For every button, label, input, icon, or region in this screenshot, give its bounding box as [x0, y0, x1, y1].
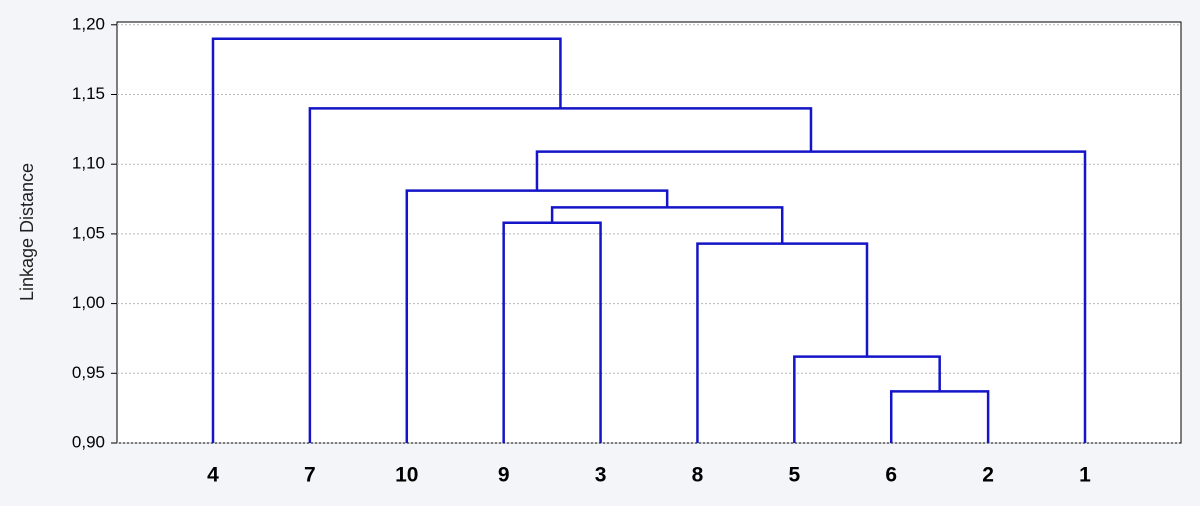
leaf-label: 7: [304, 464, 316, 487]
leaf-label: 9: [498, 464, 510, 487]
leaf-label: 6: [885, 464, 897, 487]
y-tick-label: 1,00: [72, 293, 105, 312]
y-tick-label: 1,15: [72, 84, 105, 103]
link: [793, 355, 941, 443]
leaf-label: 8: [692, 464, 704, 487]
leaf-label: 1: [1079, 464, 1091, 487]
y-tick-label: 1,10: [72, 154, 105, 173]
link: [535, 150, 1087, 443]
y-tick-label: 1,20: [72, 14, 105, 33]
leaf-label: 4: [207, 464, 219, 487]
link: [405, 189, 669, 443]
y-tick-label: 0,90: [72, 432, 105, 451]
link: [211, 37, 562, 443]
y-tick-label: 0,95: [72, 363, 105, 382]
y-axis-title: Linkage Distance: [17, 163, 37, 301]
leaf-label: 2: [982, 464, 994, 487]
plot-area: [116, 21, 1182, 444]
leaf-label: 10: [395, 464, 418, 487]
y-tick-label: 1,05: [72, 223, 105, 242]
link: [889, 390, 990, 443]
leaf-label: 3: [595, 464, 607, 487]
leaf-label: 5: [788, 464, 800, 487]
link: [502, 221, 602, 443]
